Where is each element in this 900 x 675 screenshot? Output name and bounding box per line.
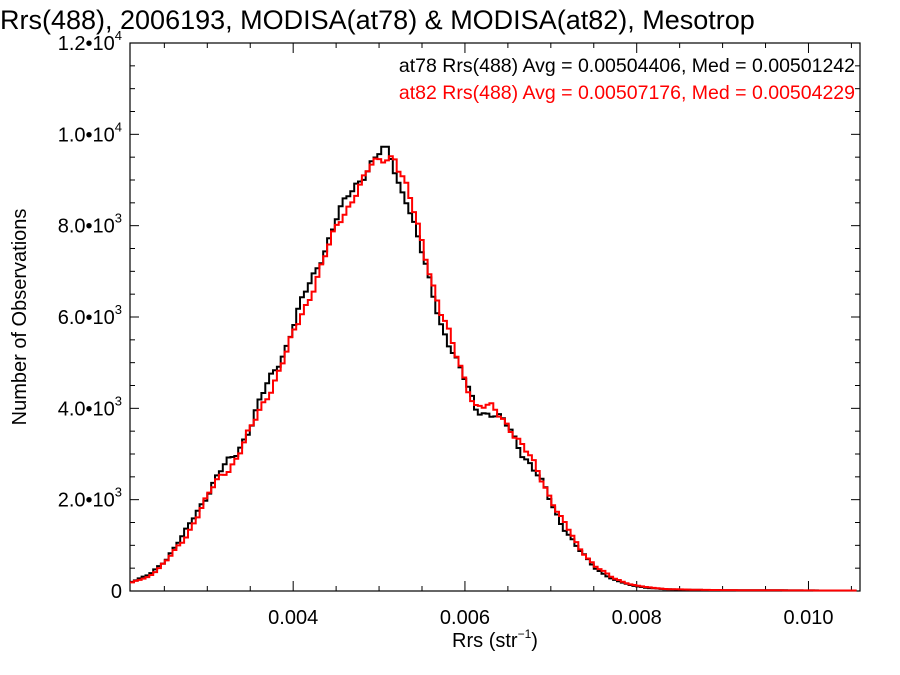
y-axis-label: Number of Observations <box>9 209 31 426</box>
y-tick-label: 2.0•103 <box>58 485 122 512</box>
x-tick-label: 0.004 <box>268 607 318 629</box>
y-tick-label: 4.0•103 <box>58 393 122 420</box>
x-tick-label: 0.008 <box>612 607 662 629</box>
annotation-at78: at78 Rrs(488) Avg = 0.00504406, Med = 0.… <box>399 55 855 77</box>
x-tick-label: 0.010 <box>783 607 833 629</box>
y-tick-label: 0 <box>111 581 122 603</box>
series-layer <box>130 145 857 592</box>
series-line-at78 <box>130 145 857 592</box>
x-tick-labels: 0.004 0.006 0.008 0.010 <box>268 607 833 629</box>
annotation-at82: at82 Rrs(488) Avg = 0.00507176, Med = 0.… <box>399 82 855 104</box>
axis-ticks <box>130 42 860 592</box>
y-tick-label: 1.0•104 <box>58 119 122 146</box>
chart-title: Rrs(488), 2006193, MODISA(at78) & MODISA… <box>0 5 755 35</box>
plot-frame <box>129 42 861 592</box>
y-tick-labels: 0 2.0•103 4.0•103 6.0•103 8.0•103 1.0•104 1.2•… <box>58 28 122 603</box>
series-line-at82 <box>130 155 857 592</box>
y-tick-label: 8.0•103 <box>58 211 122 238</box>
x-tick-label: 0.006 <box>440 607 490 629</box>
x-axis-label: Rrs (str−1) <box>452 627 538 652</box>
y-tick-label: 1.2•104 <box>58 28 122 55</box>
y-tick-label: 6.0•103 <box>58 302 122 329</box>
